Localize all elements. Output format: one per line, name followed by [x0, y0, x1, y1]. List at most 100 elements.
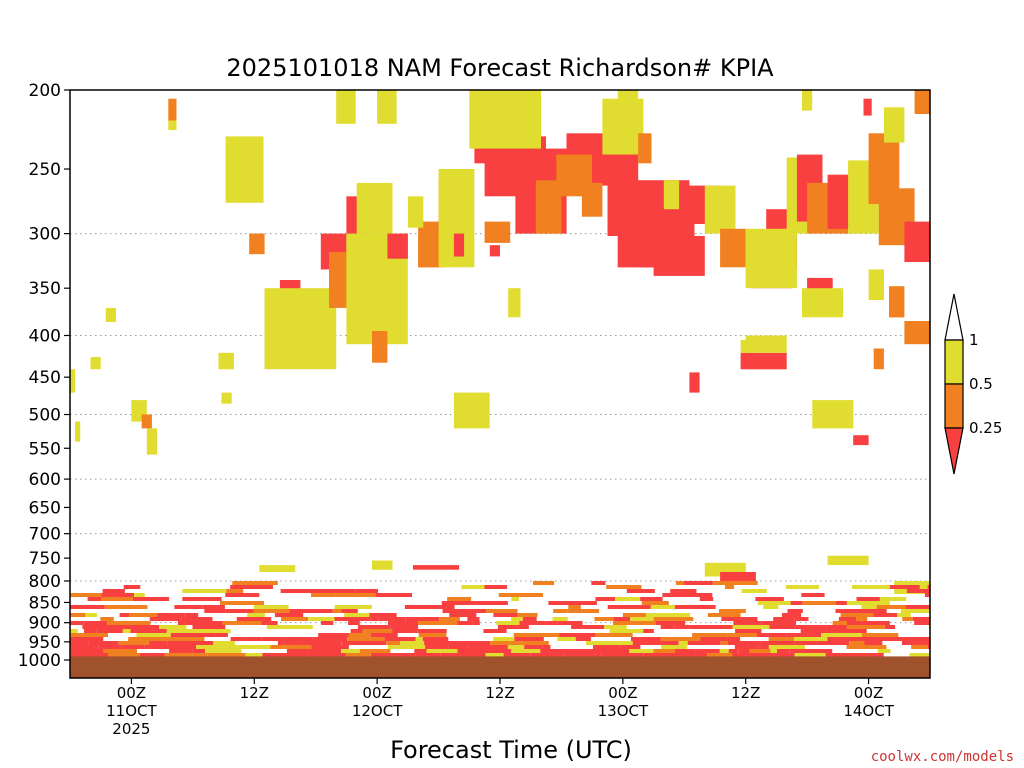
bl-streak [835, 609, 877, 613]
bl-streak [344, 613, 370, 617]
bl-streak [795, 625, 827, 629]
bl-streak [732, 653, 739, 657]
bl-streak [350, 641, 387, 645]
bl-streak [405, 617, 440, 621]
bl-streak [514, 637, 544, 641]
bl-streak [196, 645, 237, 649]
bl-streak [70, 633, 108, 637]
bl-streak [118, 641, 150, 645]
bl-streak [653, 649, 675, 653]
bl-streak [825, 653, 870, 657]
bl-streak [491, 649, 512, 653]
bl-streak [615, 597, 641, 601]
bl-streak [70, 645, 99, 649]
bl-streak [157, 613, 185, 617]
y-axis: 200 250 300 350 400 450 500 550 600 650 700 750 8008… [18, 81, 70, 671]
bl-streak [70, 621, 85, 625]
bl-streak [712, 581, 758, 585]
bl-streak [189, 645, 197, 649]
bl-streak [321, 621, 334, 625]
bl-streak [763, 605, 779, 609]
y-tick-label-750: 750 [29, 549, 61, 569]
bl-streak [457, 621, 473, 625]
bl-streak [826, 625, 837, 629]
bl-streak [404, 605, 445, 609]
bl-streak [511, 597, 519, 601]
bl-streak [378, 617, 406, 621]
bl-streak [70, 629, 78, 633]
bl-streak [182, 589, 227, 593]
y-tick-label-200: 200 [29, 81, 61, 101]
bl-streak [417, 629, 447, 633]
cell-44 [704, 185, 736, 234]
bl-streak [418, 633, 447, 637]
bl-streak [88, 641, 103, 645]
cell-15 [372, 331, 388, 363]
cell-38 [617, 90, 639, 124]
bl-streak [307, 653, 346, 657]
bl-streak [786, 633, 822, 637]
bl-streak [468, 645, 508, 649]
x-tick-label-0-2: 2025 [112, 720, 150, 738]
bl-streak [794, 641, 817, 645]
bl-streak [675, 653, 708, 657]
bl-streak [553, 609, 568, 613]
cell-17 [407, 196, 424, 228]
bl-streak [900, 609, 912, 613]
legend-top-arrow [944, 293, 964, 341]
bl-streak [906, 589, 930, 593]
cell-24 [469, 90, 541, 149]
bl-streak [128, 637, 160, 641]
bl-streak [442, 609, 487, 613]
bl-streak [601, 653, 644, 657]
x-axis-label: Forecast Time (UTC) [390, 736, 632, 764]
bl-streak [700, 637, 741, 641]
bl-streak [924, 593, 930, 597]
bl-streak [70, 649, 104, 653]
bl-streak [445, 605, 455, 609]
cell-74 [372, 560, 393, 570]
plot-area [69, 89, 931, 679]
legend-bottom-arrow [944, 427, 964, 475]
y-tick-label-700: 700 [29, 525, 61, 545]
y-tick-label-950: 950 [29, 633, 61, 653]
bl-streak [595, 597, 616, 601]
legend-label-0.25: 0.25 [969, 419, 1002, 437]
bl-streak [622, 613, 647, 617]
bl-streak [230, 637, 243, 641]
bl-streak [359, 649, 391, 653]
bl-streak [794, 617, 809, 621]
bl-streak [607, 605, 651, 609]
legend: 1 0.5 0.25 [944, 293, 1002, 475]
bl-streak [734, 645, 759, 649]
bl-streak [689, 625, 733, 629]
bl-streak [130, 629, 167, 633]
bl-streak [498, 593, 543, 597]
bl-streak [836, 601, 847, 605]
bl-streak [311, 593, 336, 597]
bl-streak [174, 605, 203, 609]
bl-streak [169, 649, 193, 653]
bl-streak [902, 617, 913, 621]
bl-streak [577, 601, 597, 605]
bl-streak [522, 617, 537, 621]
bl-streak [660, 637, 701, 641]
bl-streak [386, 641, 401, 645]
bl-streak [503, 653, 531, 657]
bl-streak [589, 653, 602, 657]
bl-streak [160, 637, 205, 641]
bl-streak [414, 649, 427, 653]
bl-streak [348, 633, 371, 637]
bl-streak [787, 609, 803, 613]
bl-streak [357, 625, 391, 629]
bl-streak [524, 645, 543, 649]
bl-streak [735, 629, 762, 633]
legend-swatch-mid [944, 383, 964, 429]
bl-streak [345, 653, 371, 657]
cell-68 [853, 435, 869, 446]
bl-streak [270, 645, 284, 649]
bl-streak [485, 653, 504, 657]
bl-streak [616, 641, 633, 645]
bl-streak [226, 589, 244, 593]
cell-20 [453, 233, 465, 257]
